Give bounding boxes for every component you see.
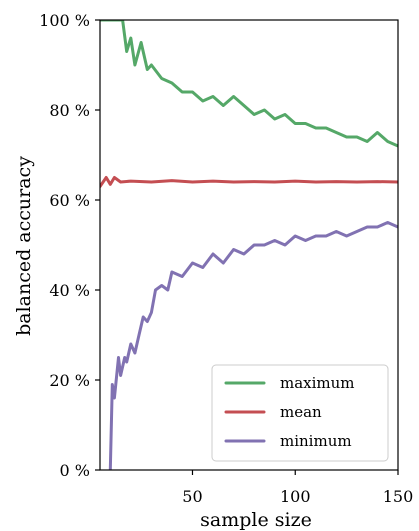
x-tick-label-100: 100 bbox=[280, 487, 311, 506]
y-tick-label-60: 60 % bbox=[49, 191, 90, 210]
legend-label-mean: mean bbox=[280, 403, 322, 421]
y-tick-label-100: 100 % bbox=[39, 11, 90, 30]
axes: 50 100 150 0 % 20 % 40 % 60 % 80 % 100 % bbox=[39, 11, 413, 506]
x-tick-label-50: 50 bbox=[182, 487, 202, 506]
legend: maximum mean minimum bbox=[211, 364, 389, 462]
y-tick-label-80: 80 % bbox=[49, 101, 90, 120]
plot-frame bbox=[99, 19, 399, 471]
series-line-minimum bbox=[108, 221, 398, 470]
legend-frame bbox=[211, 364, 389, 462]
y-tick-label-40: 40 % bbox=[49, 281, 90, 300]
series-line-mean bbox=[100, 176, 398, 188]
legend-label-minimum: minimum bbox=[280, 432, 352, 450]
legend-label-maximum: maximum bbox=[280, 374, 355, 392]
series-line-maximum bbox=[100, 20, 398, 148]
series-lines bbox=[100, 20, 398, 470]
y-tick-label-0: 0 % bbox=[60, 461, 90, 480]
x-tick-label-150: 150 bbox=[383, 487, 414, 506]
y-tick-label-20: 20 % bbox=[49, 371, 90, 390]
y-axis-label: balanced accuracy bbox=[13, 156, 35, 336]
x-axis-label: sample size bbox=[200, 509, 312, 531]
